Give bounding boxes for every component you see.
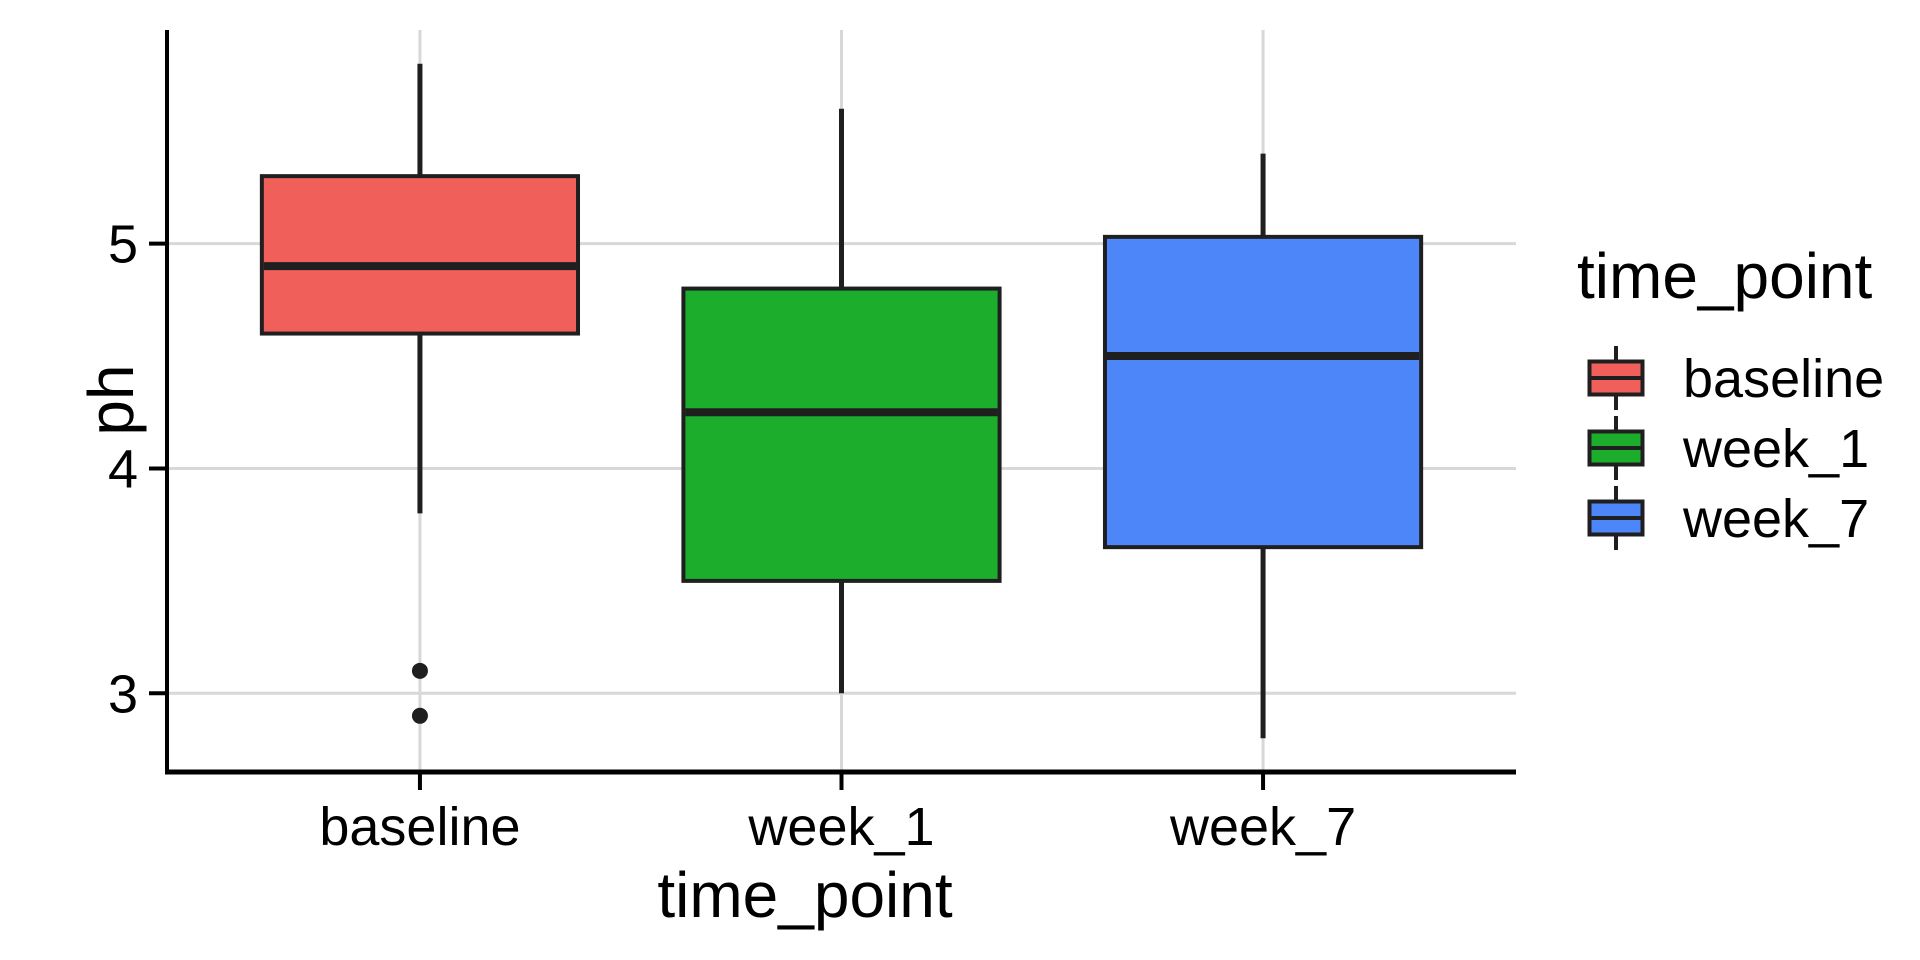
box-week_7 [1102, 153, 1424, 739]
x-axis-title: time_point [657, 859, 953, 931]
y-axis-title: ph [75, 364, 147, 435]
legend-item-week_1: week_1 [1587, 416, 1869, 480]
legend-label-baseline: baseline [1683, 349, 1884, 409]
box-baseline [259, 63, 581, 724]
legend-item-baseline: baseline [1587, 346, 1884, 410]
x-tick-label-baseline: baseline [319, 797, 520, 857]
y-tick-label: 4 [108, 439, 138, 499]
legend: baseline week_1 week_7 [1587, 346, 1884, 550]
x-tick-label-week_7: week_7 [1169, 797, 1356, 857]
legend-title: time_point [1577, 240, 1873, 312]
iqr-box-week_1 [681, 286, 1002, 583]
axes [149, 30, 1516, 790]
iqr-box-week_7 [1102, 234, 1424, 550]
box-week_1 [681, 108, 1002, 694]
legend-item-week_7: week_7 [1587, 486, 1869, 550]
outlier-point-baseline [411, 662, 428, 679]
outlier-point-baseline [411, 707, 428, 724]
y-tick-label: 5 [108, 215, 138, 275]
y-tick-label: 3 [108, 664, 138, 724]
legend-label-week_1: week_1 [1682, 419, 1869, 479]
box-marks [259, 63, 1424, 739]
iqr-box-baseline [259, 174, 581, 336]
x-tick-label-week_1: week_1 [747, 797, 934, 857]
tick-labels: 3 4 5 baseline week_1 week_7 [108, 215, 1356, 857]
legend-label-week_7: week_7 [1682, 489, 1869, 549]
